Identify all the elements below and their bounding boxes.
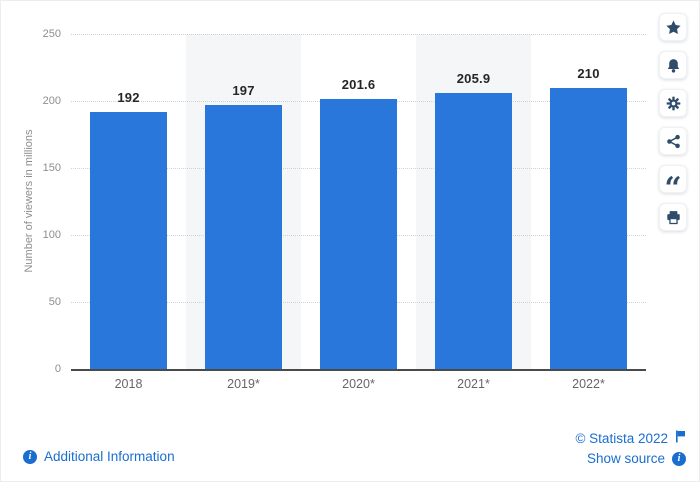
y-tick-label: 250: [42, 27, 61, 40]
plot-area: 192 197 201.6 205.9 210: [71, 34, 646, 371]
bar-2018[interactable]: [90, 111, 167, 369]
bar-2019*[interactable]: [205, 105, 282, 369]
y-tick-label: 100: [42, 228, 61, 241]
print-button[interactable]: [659, 203, 687, 231]
additional-information-link[interactable]: i Additional Information: [23, 449, 175, 464]
x-axis-label: 2021*: [457, 377, 490, 391]
bar-value-label: 205.9: [456, 71, 491, 87]
y-tick-label: 0: [54, 362, 61, 375]
x-axis-label: 2022*: [572, 377, 605, 391]
x-axis-label: 2020*: [342, 377, 375, 391]
gear-icon: [666, 96, 681, 111]
bar-value-label: 192: [117, 89, 140, 105]
show-source-link[interactable]: Show source i: [587, 451, 686, 466]
cite-button[interactable]: “: [659, 165, 687, 204]
bar-value-label: 201.6: [341, 76, 376, 92]
gridline: [71, 34, 646, 35]
copyright-label: © Statista 2022: [575, 430, 668, 446]
bar-value-label: 197: [232, 83, 255, 99]
settings-button[interactable]: [659, 89, 687, 117]
notifications-button[interactable]: [659, 51, 687, 79]
star-icon: [665, 20, 681, 35]
flag-icon: [675, 430, 686, 446]
info-icon: i: [23, 449, 37, 464]
y-tick-label: 150: [42, 161, 61, 174]
additional-information-label: Additional Information: [44, 449, 175, 464]
bell-icon: [666, 58, 681, 73]
share-icon: [666, 134, 681, 149]
x-axis-label: 2018: [114, 377, 143, 391]
bar-2021*[interactable]: [435, 93, 512, 369]
bar-value-label: 210: [577, 65, 600, 81]
bar-2020*[interactable]: [320, 98, 397, 369]
y-tick-label: 200: [42, 94, 61, 107]
y-tick-label: 50: [48, 295, 61, 308]
x-axis-label: 2019*: [227, 377, 260, 391]
bar-2022*[interactable]: [550, 87, 627, 369]
show-source-label: Show source: [586, 451, 665, 466]
print-icon: [666, 210, 681, 225]
toolbar-icon-rail: “: [659, 13, 687, 231]
y-axis-title: Number of viewers in millions: [23, 129, 35, 273]
share-button[interactable]: [659, 127, 687, 155]
favorite-button[interactable]: [659, 13, 687, 41]
info-icon: i: [672, 451, 686, 466]
statista-copyright-link[interactable]: © Statista 2022: [575, 430, 686, 446]
